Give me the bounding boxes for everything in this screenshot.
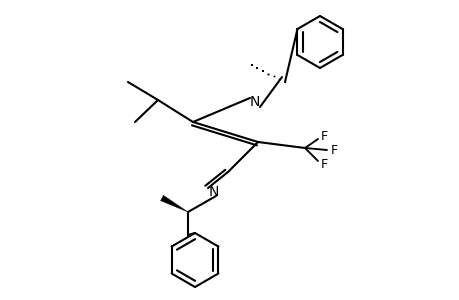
Text: F: F	[320, 130, 327, 142]
Text: N: N	[208, 185, 218, 199]
Text: F: F	[320, 158, 327, 170]
Text: N: N	[249, 95, 260, 109]
Text: F: F	[330, 143, 337, 157]
Polygon shape	[160, 195, 188, 212]
